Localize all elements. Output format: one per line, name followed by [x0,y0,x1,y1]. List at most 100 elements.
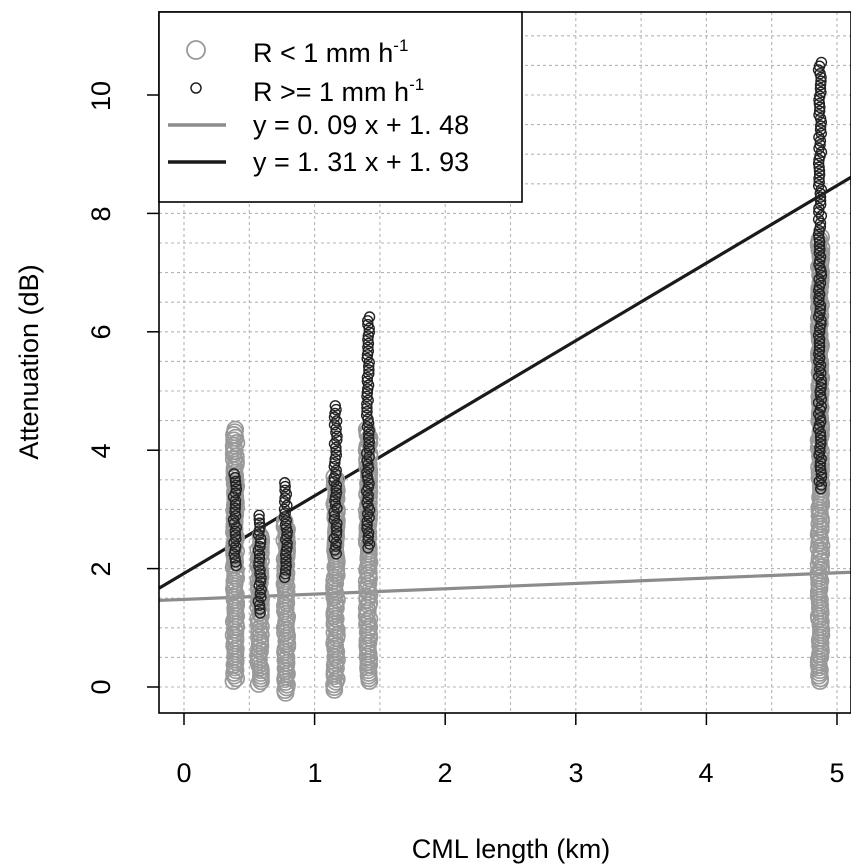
data-point-high-rain [361,352,373,365]
data-point-high-rain [814,79,827,91]
data-point-high-rain [330,529,343,541]
data-point-high-rain [363,439,375,452]
data-point-high-rain [815,482,827,495]
legend-label-low-fit: y = 0. 09 x + 1. 48 [253,110,469,140]
y-tick-label: 2 [86,561,116,576]
data-point-high-rain [254,607,266,619]
legend-label-high-fit: y = 1. 31 x + 1. 93 [253,147,469,177]
data-point-high-rain [362,530,375,543]
data-point-high-rain [330,487,343,499]
data-point-high-rain [362,318,374,331]
data-point-high-rain [230,479,242,492]
data-point-high-rain [815,438,827,450]
data-point-high-rain [815,86,827,99]
data-point-high-rain [280,556,292,569]
data-point-high-rain [229,556,242,568]
data-point-high-rain [813,239,826,252]
y-axis-label: Attenuation (dB) [14,264,44,459]
data-point-high-rain [814,445,826,457]
data-point-high-rain [328,460,340,473]
data-point-high-rain [362,428,375,441]
legend-label-high-rain-sup: -1 [409,75,424,94]
data-point-high-rain [253,517,266,529]
y-tick-label: 6 [86,324,116,339]
data-point-high-rain [363,436,376,448]
legend: R < 1 mm h-1 R >= 1 mm h-1 y = 0. 09 x +… [158,11,523,203]
data-point-high-rain [815,56,828,69]
data-point-high-rain [229,502,241,514]
data-point-high-rain [328,411,341,423]
legend-label-high-rain-text: R >= 1 mm h [253,77,409,107]
data-point-high-rain [330,468,342,480]
data-point-high-rain [229,529,242,541]
data-point-high-rain [814,303,826,315]
data-point-high-rain [230,533,242,545]
legend-marker-high-rain [190,82,202,94]
data-point-high-rain [230,483,243,495]
data-point-high-rain [229,498,242,511]
data-point-high-rain [328,510,341,522]
data-point-high-rain [362,534,374,547]
data-point-high-rain [813,97,826,110]
data-point-high-rain [814,430,827,443]
data-point-high-rain [814,325,826,338]
data-point-high-rain [813,340,826,353]
data-point-high-rain [814,82,827,95]
data-point-high-rain [361,402,373,414]
data-point-high-rain [330,426,342,439]
data-point-high-rain [279,549,292,561]
data-point-high-rain [815,471,828,484]
data-point-high-rain [280,560,292,572]
data-point-high-rain [254,568,266,580]
data-point-high-rain [814,460,826,472]
data-point-high-rain [813,105,826,117]
data-point-high-rain [362,337,375,350]
y-tick-label: 0 [86,679,116,694]
y-axis: 0 2 4 6 8 10 [86,81,159,695]
fit-lines [158,175,851,603]
data-point-high-rain [229,475,242,488]
fit-line-high-rain [158,175,851,590]
data-point-high-rain [814,389,827,401]
data-point-high-rain [330,445,342,458]
data-point-high-rain [813,232,825,244]
data-point-high-rain [361,519,373,531]
data-point-high-rain [280,552,292,565]
x-tick-label: 4 [698,758,713,788]
data-point-high-rain [815,269,828,282]
data-point-high-rain [278,511,291,523]
data-point-high-rain [331,434,343,446]
data-point-high-rain [329,457,341,469]
data-point-high-rain [281,530,293,542]
data-point-high-rain [814,307,826,319]
data-point-high-rain [362,492,374,505]
data-point-high-rain [814,120,827,132]
data-point-high-rain [813,236,826,248]
data-point-high-rain [812,284,825,297]
legend-box [158,11,523,203]
data-point-low-rain [226,428,245,447]
data-point-high-rain [253,556,265,568]
data-point-high-rain [363,311,376,323]
legend-label-low-rain-text: R < 1 mm h [253,38,393,68]
data-point-high-rain [813,296,825,308]
data-point-high-rain [279,564,292,576]
data-point-high-rain [362,360,375,372]
data-point-high-rain [362,432,375,444]
data-point-high-rain [362,462,375,475]
series-high-rain [227,56,828,619]
data-point-high-rain [254,521,266,533]
data-point-high-rain [360,409,373,422]
data-point-high-rain [279,567,292,580]
data-point-high-rain [230,559,242,572]
data-point-high-rain [331,525,343,537]
data-point-low-rain [226,420,245,439]
data-point-high-rain [813,206,825,218]
data-point-high-rain [330,483,342,495]
x-tick-label: 3 [568,758,583,788]
data-point-high-rain [813,176,825,188]
data-point-high-rain [814,101,826,114]
data-point-high-rain [362,341,374,353]
x-tick-label: 5 [829,758,844,788]
data-point-high-rain [255,591,267,604]
